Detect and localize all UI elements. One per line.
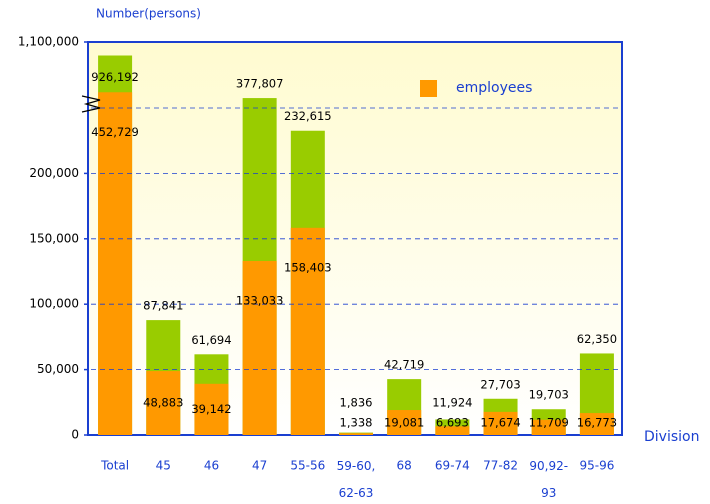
bar: [579, 413, 614, 435]
bar: [435, 426, 470, 435]
axis-break: [81, 95, 101, 113]
bar: [387, 410, 422, 435]
bar: [98, 92, 133, 435]
x-axis-label: Division: [644, 429, 699, 445]
value-label: 17,674: [480, 416, 520, 430]
value-label: 232,615: [284, 109, 332, 123]
x-tick-label: 46: [204, 459, 219, 473]
y-tick-label: 200,000: [29, 166, 79, 180]
value-label: 27,703: [480, 377, 520, 391]
value-label: 452,729: [91, 125, 139, 139]
value-label: 1,836: [340, 396, 373, 410]
value-label: 42,719: [384, 358, 424, 372]
value-label: 158,403: [284, 260, 332, 274]
value-label: 19,081: [384, 416, 424, 430]
value-label: 62,350: [577, 332, 617, 346]
value-label: 377,807: [236, 77, 284, 91]
value-label: 16,773: [577, 416, 617, 430]
legend-swatch: [420, 80, 437, 97]
y-tick-label: 150,000: [29, 231, 79, 245]
bar: [531, 419, 566, 435]
value-label: 133,033: [236, 293, 284, 307]
x-tick-label: 90,92-93: [529, 459, 568, 500]
y-tick-label: 0: [71, 428, 79, 442]
y-tick-label: 100,000: [29, 297, 79, 311]
bar: [242, 260, 277, 435]
y-tick-label: 1,100,000: [18, 35, 79, 49]
y-tick-label: 50,000: [37, 362, 79, 376]
x-tick-label: 47: [252, 459, 267, 473]
bar: [483, 411, 518, 435]
x-tick-label: 77-82: [483, 459, 518, 473]
value-label: 926,192: [91, 70, 139, 84]
value-label: 48,883: [143, 396, 183, 410]
x-tick-label: Total: [100, 459, 129, 473]
value-label: 11,709: [529, 416, 569, 430]
bar: [339, 433, 373, 435]
x-tick-label: 95-96: [579, 459, 614, 473]
bar: [290, 227, 325, 435]
value-label: 39,142: [191, 402, 231, 416]
value-label: 19,703: [529, 388, 569, 402]
x-tick-label: 59-60, 62-63: [337, 459, 376, 500]
x-tick-label: 45: [156, 459, 171, 473]
value-label: 6,693: [436, 416, 469, 430]
legend-label: employees: [456, 80, 532, 96]
bar: [146, 371, 181, 435]
x-tick-label: 55-56: [290, 459, 325, 473]
value-label: 87,841: [143, 299, 183, 313]
value-label: 61,694: [191, 333, 231, 347]
y-axis-label: Number(persons): [96, 7, 201, 21]
x-tick-label: 68: [397, 459, 412, 473]
bar: [194, 383, 229, 435]
value-label: 1,338: [340, 416, 373, 430]
marks: [98, 55, 614, 436]
x-tick-label: 69-74: [435, 459, 470, 473]
value-label: 11,924: [432, 396, 472, 410]
